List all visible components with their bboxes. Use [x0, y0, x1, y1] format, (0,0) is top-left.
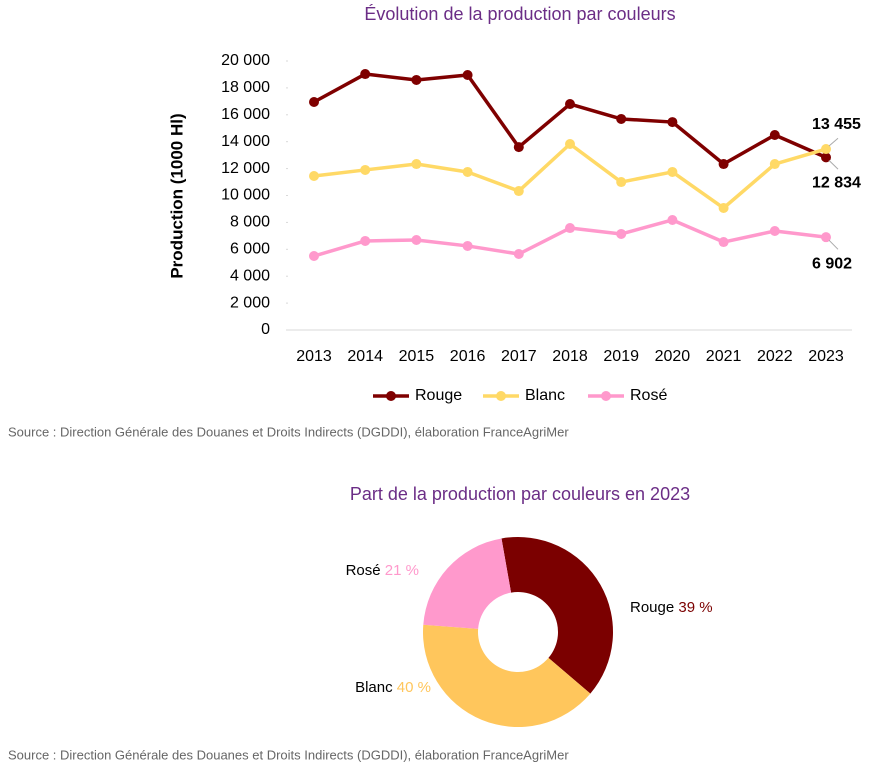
- y-tick-label: 2 000: [230, 294, 270, 311]
- slice-name: Rosé: [346, 562, 381, 579]
- donut-slice: [501, 536, 614, 694]
- point: [309, 97, 319, 108]
- x-tick-label: 2018: [552, 348, 588, 365]
- x-tick-label: 2016: [450, 348, 486, 365]
- point: [616, 228, 627, 239]
- point: [309, 170, 319, 181]
- slice-name: Rouge: [630, 599, 674, 616]
- slice-label: Blanc 40 %: [355, 679, 431, 696]
- point: [309, 251, 319, 262]
- line: [313, 72, 827, 166]
- point: [769, 129, 780, 140]
- y-tick-label: 20 000: [221, 52, 270, 69]
- legend-marker: [496, 391, 506, 401]
- slice-label: Rosé 21 %: [346, 562, 419, 579]
- point: [821, 152, 831, 163]
- point: [513, 249, 524, 260]
- value-label: 6 902: [812, 255, 852, 272]
- leader-line: [828, 137, 839, 147]
- y-tick-label: 10 000: [221, 187, 270, 204]
- point: [718, 159, 729, 170]
- point: [360, 69, 371, 80]
- x-tick-label: 2022: [757, 348, 793, 365]
- point: [769, 159, 780, 170]
- line: [313, 142, 827, 210]
- point: [667, 117, 678, 128]
- point: [616, 113, 627, 124]
- legend-label: Rouge: [415, 387, 462, 404]
- leader-line: [828, 239, 839, 250]
- chart-title: Évolution de la production par couleurs: [364, 4, 675, 24]
- point: [462, 240, 473, 251]
- value-label: 12 834: [812, 175, 861, 192]
- slice-label: Rouge 39 %: [630, 599, 713, 616]
- y-tick-label: 4 000: [230, 267, 270, 284]
- y-tick-label: 12 000: [221, 160, 270, 177]
- point: [821, 144, 831, 155]
- point: [565, 138, 575, 149]
- x-tick-label: 2015: [399, 348, 435, 365]
- legend-marker: [386, 391, 396, 401]
- point: [565, 99, 575, 110]
- y-tick-label: 18 000: [221, 79, 270, 96]
- slice-name: Blanc: [355, 679, 393, 696]
- legend-label: Blanc: [525, 387, 565, 404]
- point: [411, 74, 422, 85]
- y-axis-label: Production (1000 Hl): [167, 113, 186, 278]
- slice-value: 40 %: [397, 679, 431, 696]
- point: [821, 232, 831, 243]
- point: [360, 164, 371, 175]
- x-tick-label: 2023: [808, 348, 844, 365]
- point: [667, 166, 678, 177]
- point: [565, 223, 575, 234]
- point: [769, 226, 780, 237]
- y-tick-label: 14 000: [221, 133, 270, 150]
- y-tick-label: 6 000: [230, 241, 270, 258]
- source: Source : Direction Générale des Douanes …: [8, 424, 569, 439]
- value-label: 13 455: [812, 116, 861, 133]
- point: [411, 159, 422, 170]
- point: [513, 142, 524, 153]
- source: Source : Direction Générale des Douanes …: [8, 747, 569, 762]
- x-tick-label: 2021: [706, 348, 742, 365]
- chart-title: Part de la production par couleurs en 20…: [350, 484, 690, 504]
- point: [616, 177, 627, 188]
- x-tick-label: 2017: [501, 348, 537, 365]
- point: [667, 214, 678, 225]
- x-tick-label: 2019: [603, 348, 639, 365]
- leader-line: [828, 160, 839, 170]
- y-tick-label: 16 000: [221, 106, 270, 123]
- point: [411, 235, 422, 246]
- legend-label: Rosé: [630, 387, 667, 404]
- x-tick-label: 2014: [347, 348, 383, 365]
- donut-slice: [423, 624, 591, 728]
- donut-slice: [423, 538, 512, 629]
- y-tick-label: 0: [261, 321, 270, 338]
- point: [360, 235, 371, 246]
- x-tick-label: 2013: [296, 348, 332, 365]
- slice-value: 39 %: [678, 599, 712, 616]
- slice-value: 21 %: [385, 562, 419, 579]
- point: [718, 237, 729, 248]
- point: [718, 203, 729, 214]
- legend-marker: [601, 391, 611, 401]
- point: [462, 69, 473, 80]
- y-tick-label: 8 000: [230, 214, 270, 231]
- point: [462, 166, 473, 177]
- x-tick-label: 2020: [655, 348, 691, 365]
- point: [513, 186, 524, 197]
